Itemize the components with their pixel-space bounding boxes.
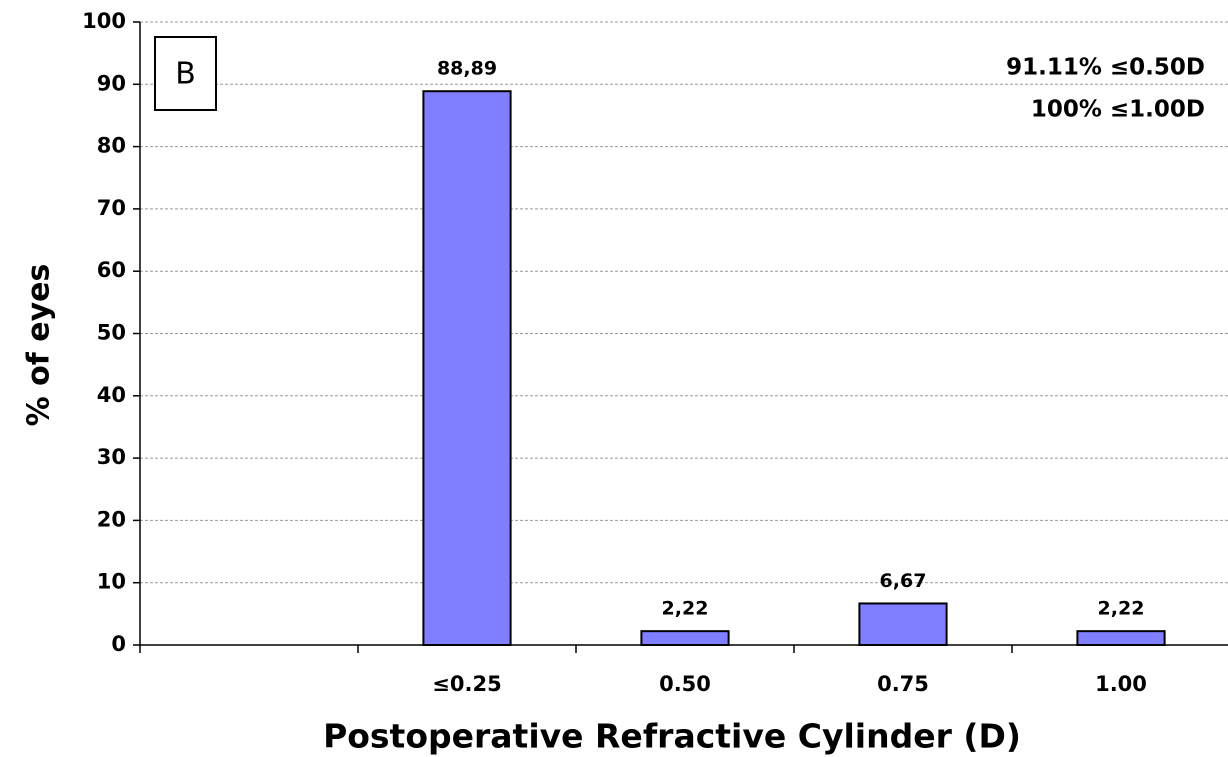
y-tick-label: 90 <box>97 71 126 95</box>
bar <box>1076 630 1166 646</box>
y-axis-label: % of eyes <box>22 264 57 427</box>
y-tick-label: 40 <box>97 383 126 407</box>
x-tick-label: ≤0.25 <box>432 672 501 696</box>
y-tick-label: 30 <box>97 445 126 469</box>
y-tick-label: 50 <box>97 321 126 345</box>
value-label: 2,22 <box>662 598 709 620</box>
x-tick-label: 1.00 <box>1095 672 1147 696</box>
panel-label: B <box>175 57 196 92</box>
bar <box>422 90 512 647</box>
value-label: 88,89 <box>437 58 497 80</box>
y-tick-label: 70 <box>97 196 126 220</box>
y-tick-label: 0 <box>111 632 126 656</box>
bar <box>858 602 948 647</box>
annotation: 91.11% ≤0.50D <box>1006 55 1205 81</box>
x-tick-label: 0.50 <box>659 672 711 696</box>
x-axis-label: Postoperative Refractive Cylinder (D) <box>323 717 1021 756</box>
panel-box <box>154 36 217 111</box>
value-label: 2,22 <box>1098 598 1145 620</box>
y-tick-label: 100 <box>82 9 126 33</box>
value-label: 6,67 <box>880 570 927 592</box>
x-tick-label: 0.75 <box>877 672 929 696</box>
y-tick-label: 10 <box>97 570 126 594</box>
y-tick-label: 60 <box>97 258 126 282</box>
y-tick-label: 20 <box>97 507 126 531</box>
bar <box>640 630 730 646</box>
y-tick-label: 80 <box>97 134 126 158</box>
annotation: 100% ≤1.00D <box>1031 97 1205 123</box>
